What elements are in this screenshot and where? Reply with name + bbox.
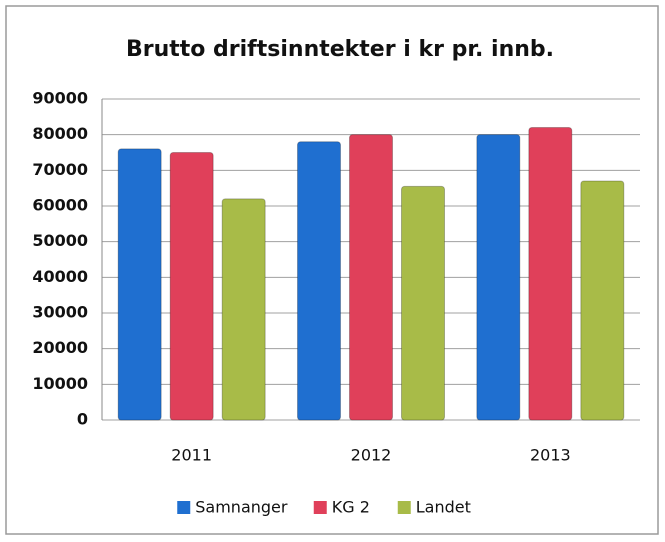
legend-label: Samnanger [195,498,288,517]
bar [117,148,162,421]
y-tick-label: 0 [77,410,88,429]
legend-swatch [313,501,327,514]
bar [297,141,341,421]
chart-title: Brutto driftsinntekter i kr pr. innb. [126,37,554,62]
y-tick-label: 60000 [32,196,88,215]
legend-label: KG 2 [332,498,370,517]
bar [349,134,393,421]
x-tick-label: 2011 [171,446,212,465]
y-tick-label: 80000 [32,124,88,143]
y-tick-label: 10000 [32,374,88,393]
bar [401,185,445,421]
bar [476,134,521,421]
y-tick-label: 30000 [32,303,88,322]
legend-swatch [177,501,191,514]
bar [221,198,266,421]
y-tick-label: 70000 [32,160,88,179]
y-tick-label: 40000 [32,267,88,286]
legend-swatch [397,501,411,514]
y-tick-label: 20000 [32,338,88,357]
bar [580,180,625,421]
y-tick-label: 50000 [32,231,88,250]
y-tick-label: 90000 [32,89,88,108]
bar [528,127,573,421]
bar [169,152,214,421]
x-tick-label: 2013 [530,446,571,465]
x-tick-label: 2012 [351,446,392,465]
legend-label: Landet [416,498,471,517]
